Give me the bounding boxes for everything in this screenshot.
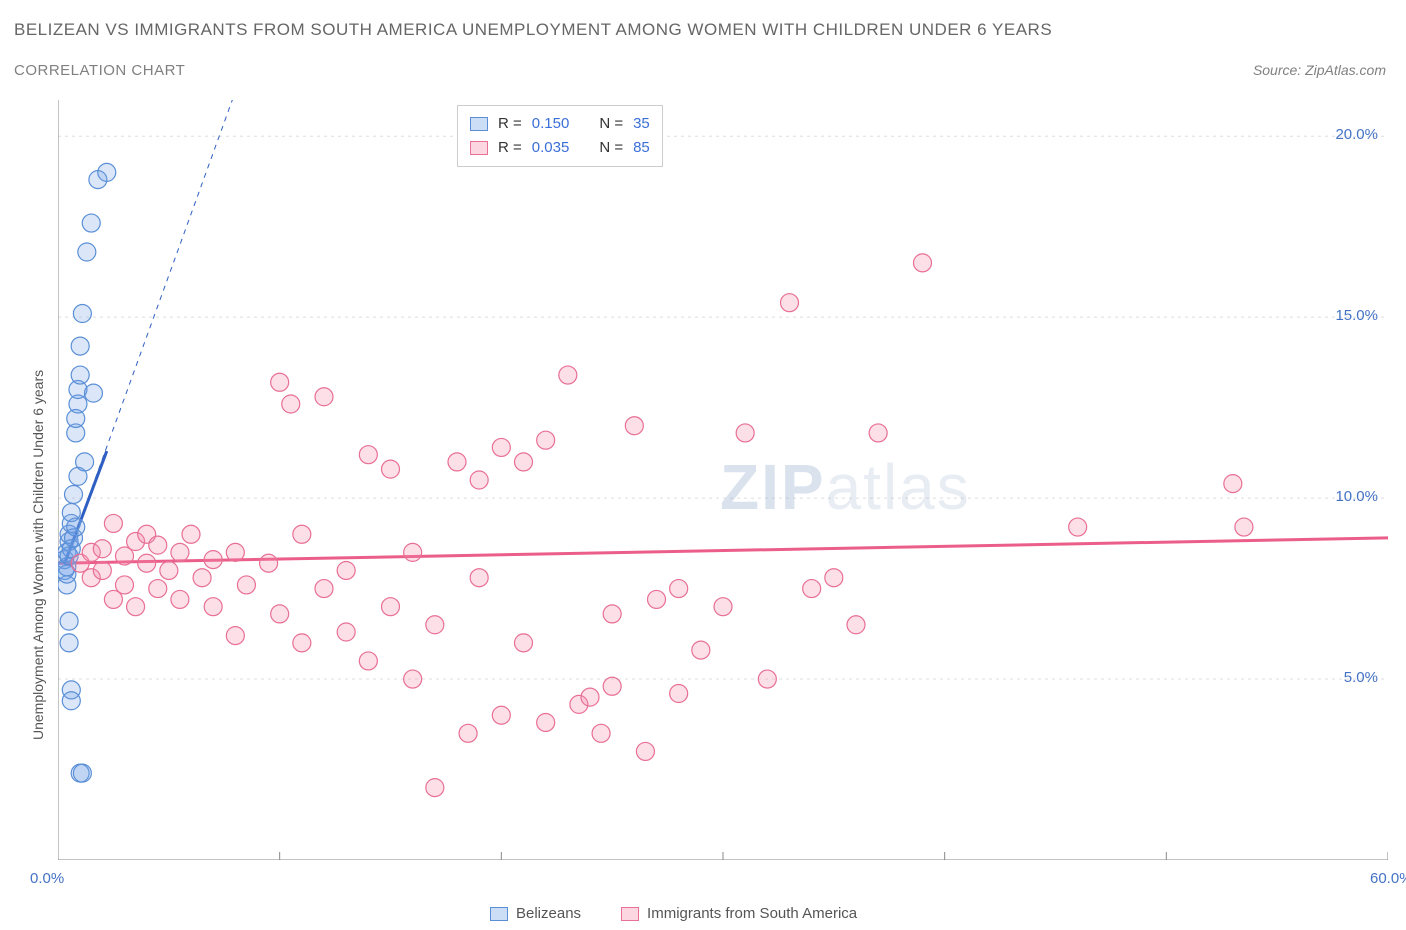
x-tick-label: 0.0%: [30, 870, 64, 887]
stats-r-label: R =: [498, 112, 522, 136]
x-tick-label: 60.0%: [1370, 870, 1406, 887]
stats-swatch: [470, 117, 488, 131]
legend-label: Immigrants from South America: [647, 905, 857, 922]
legend-item: Belizeans: [490, 905, 581, 922]
legend-swatch: [621, 907, 639, 921]
y-tick-label: 15.0%: [1328, 307, 1378, 324]
stats-swatch: [470, 141, 488, 155]
y-tick-label: 5.0%: [1328, 669, 1378, 686]
stats-n-label: N =: [599, 112, 623, 136]
stats-box: R = 0.150 N = 35 R = 0.035 N = 85: [457, 105, 663, 167]
legend-item: Immigrants from South America: [621, 905, 857, 922]
chart-subtitle: CORRELATION CHART: [14, 62, 185, 79]
stats-r-value: 0.150: [532, 112, 570, 136]
y-axis-label: Unemployment Among Women with Children U…: [30, 370, 46, 740]
stats-row: R = 0.150 N = 35: [470, 112, 650, 136]
source-attribution: Source: ZipAtlas.com: [1253, 62, 1386, 78]
stats-n-value: 35: [633, 112, 650, 136]
stats-n-label: N =: [599, 136, 623, 160]
stats-row: R = 0.035 N = 85: [470, 136, 650, 160]
chart-title: BELIZEAN VS IMMIGRANTS FROM SOUTH AMERIC…: [14, 20, 1052, 40]
stats-r-value: 0.035: [532, 136, 570, 160]
scatter-chart: [58, 100, 1388, 860]
legend-label: Belizeans: [516, 905, 581, 922]
y-tick-label: 20.0%: [1328, 126, 1378, 143]
y-tick-label: 10.0%: [1328, 488, 1378, 505]
stats-r-label: R =: [498, 136, 522, 160]
stats-n-value: 85: [633, 136, 650, 160]
legend-swatch: [490, 907, 508, 921]
bottom-legend: Belizeans Immigrants from South America: [490, 905, 857, 922]
